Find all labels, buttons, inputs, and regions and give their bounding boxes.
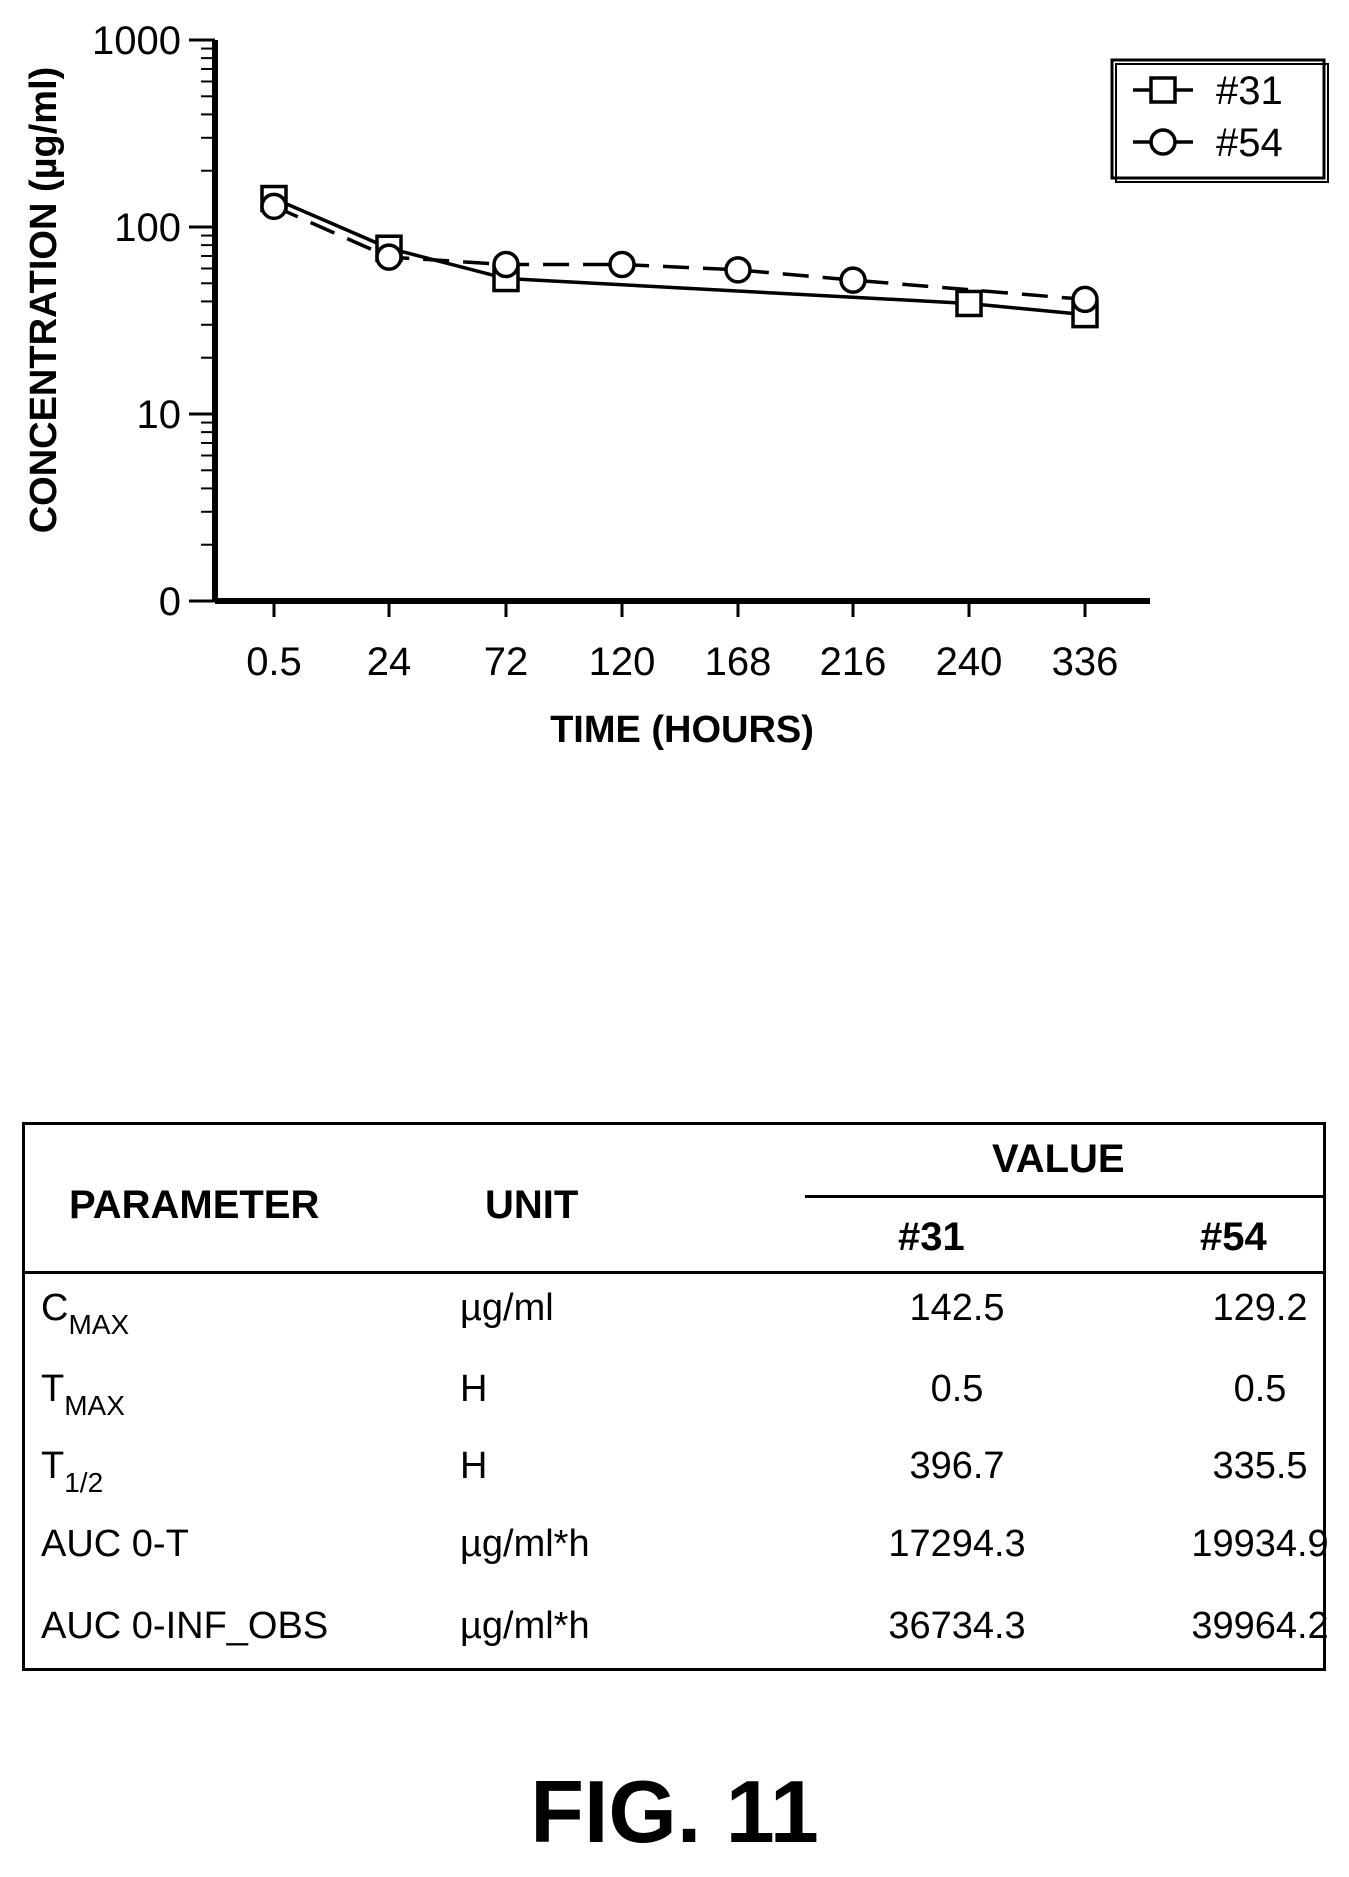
legend-square-marker bbox=[1149, 76, 1177, 104]
row-parameter: AUC 0-T bbox=[41, 1525, 189, 1563]
row-value-54: 129.2 bbox=[1212, 1287, 1308, 1329]
parameter-name: T bbox=[41, 1445, 65, 1487]
x-tick-label: 72 bbox=[484, 640, 529, 684]
x-tick-label: 216 bbox=[820, 640, 887, 684]
point-circle-54 bbox=[839, 266, 867, 294]
row-value-54: 335.5 bbox=[1212, 1445, 1308, 1487]
row-value-31: 36734.3 bbox=[888, 1605, 1026, 1647]
row-value-31: 17294.3 bbox=[888, 1523, 1026, 1565]
point-circle-54 bbox=[724, 256, 752, 284]
legend-label: #54 bbox=[1216, 121, 1283, 165]
parameter-name: C bbox=[41, 1287, 69, 1329]
parameter-subscript: MAX bbox=[64, 1390, 125, 1421]
legend: #31#54 bbox=[1110, 58, 1329, 183]
x-tick-label: 0.5 bbox=[246, 640, 302, 684]
row-unit: µg/ml*h bbox=[460, 1605, 590, 1647]
parameter-name: T bbox=[41, 1368, 65, 1410]
x-tick-label: 24 bbox=[367, 640, 412, 684]
value-header-divider bbox=[805, 1195, 1323, 1198]
legend-shadow bbox=[1115, 63, 1329, 183]
point-circle-54 bbox=[1071, 285, 1099, 314]
point-circle-54 bbox=[492, 250, 520, 279]
row-unit: H bbox=[460, 1368, 488, 1410]
x-tick-label: 240 bbox=[936, 640, 1003, 684]
row-parameter: T1/2 bbox=[41, 1447, 103, 1497]
y-tick-label: 0 bbox=[159, 580, 181, 624]
figure-label: FIG. 11 bbox=[530, 1762, 819, 1861]
row-unit: µg/ml bbox=[460, 1287, 554, 1329]
row-value-31: 142.5 bbox=[909, 1287, 1005, 1329]
row-value-54: 39964.2 bbox=[1191, 1605, 1329, 1647]
x-tick-label: 120 bbox=[589, 640, 656, 684]
x-tick-label: 168 bbox=[705, 640, 772, 684]
header-unit: UNIT bbox=[485, 1183, 579, 1227]
point-circle-54 bbox=[375, 243, 403, 271]
header-value: VALUE bbox=[992, 1137, 1125, 1181]
parameter-name: AUC 0-T bbox=[41, 1523, 189, 1565]
row-parameter: CMAX bbox=[41, 1289, 129, 1339]
row-parameter: TMAX bbox=[41, 1370, 125, 1420]
y-tick-label: 1000 bbox=[92, 19, 181, 63]
y-tick-label: 10 bbox=[137, 393, 182, 437]
parameter-table: PARAMETER UNIT VALUE #31 #54 CMAX µg/ml 14… bbox=[22, 1122, 1329, 1671]
legend-label: #31 bbox=[1216, 69, 1283, 113]
point-square-31 bbox=[955, 289, 983, 318]
point-circle-54 bbox=[608, 250, 636, 279]
series-markers bbox=[260, 184, 1099, 329]
x-tick-label: 336 bbox=[1052, 640, 1119, 684]
parameter-subscript: MAX bbox=[68, 1309, 130, 1340]
chart-axes: 0 10 100 1000 0.5 24 72 120 168 216 240 336 TIME (HO… bbox=[23, 19, 1150, 751]
parameter-name: AUC 0-INF_OBS bbox=[41, 1605, 329, 1647]
row-unit: H bbox=[460, 1445, 488, 1487]
y-axis-title: CONCENTRATION (µg/ml) bbox=[23, 67, 65, 534]
header-parameter: PARAMETER bbox=[69, 1183, 320, 1227]
point-circle-54 bbox=[260, 192, 288, 221]
row-unit: µg/ml*h bbox=[460, 1523, 590, 1565]
parameter-subscript: 1/2 bbox=[64, 1467, 104, 1498]
row-value-31: 0.5 bbox=[930, 1368, 984, 1410]
concentration-chart: 0 10 100 1000 0.5 24 72 120 168 216 240 336 TIME (HO… bbox=[23, 19, 1329, 751]
row-value-54: 19934.9 bbox=[1191, 1523, 1329, 1565]
y-tick-label: 100 bbox=[114, 206, 181, 250]
legend-circle-marker bbox=[1149, 128, 1177, 156]
row-value-54: 0.5 bbox=[1233, 1368, 1287, 1410]
row-parameter: AUC 0-INF_OBS bbox=[41, 1607, 328, 1645]
x-axis-title: TIME (HOURS) bbox=[550, 709, 814, 751]
header-divider bbox=[25, 1271, 1323, 1274]
header-col-54: #54 bbox=[1200, 1215, 1267, 1259]
row-value-31: 396.7 bbox=[909, 1445, 1005, 1487]
legend-box bbox=[1110, 58, 1326, 180]
header-col-31: #31 bbox=[898, 1215, 965, 1259]
